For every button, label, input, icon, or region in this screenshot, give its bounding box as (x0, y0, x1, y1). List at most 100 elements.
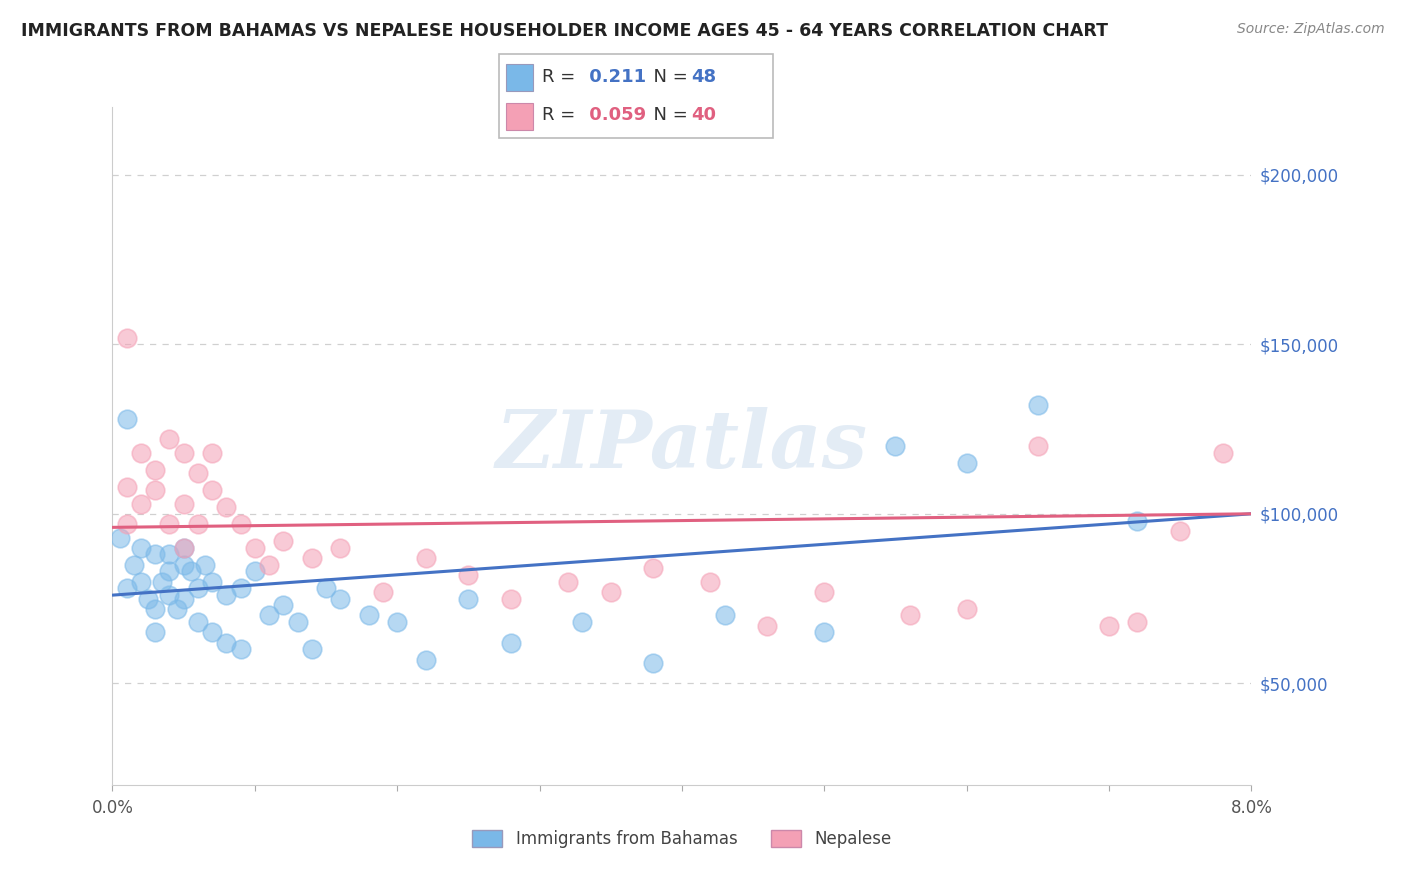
Point (1126, 615, 1149, 630)
Point (643, 561, 665, 575)
FancyBboxPatch shape (506, 63, 533, 91)
Point (329, 541, 352, 555)
Point (187, 466, 209, 480)
Legend: Immigrants from Bahamas, Nepalese: Immigrants from Bahamas, Nepalese (465, 823, 898, 855)
Point (115, 412, 138, 426)
Point (129, 541, 152, 555)
Point (884, 439, 907, 453)
Point (501, 591, 523, 606)
Text: R =: R = (541, 69, 581, 87)
Point (187, 582, 209, 596)
Point (599, 584, 621, 599)
Point (129, 497, 152, 511)
Point (571, 615, 593, 630)
Point (187, 615, 209, 630)
Point (115, 516, 138, 531)
Point (315, 582, 337, 596)
Point (136, 591, 159, 606)
Point (194, 558, 217, 572)
Point (898, 608, 921, 623)
Point (115, 582, 138, 596)
Text: R =: R = (541, 106, 581, 124)
Point (643, 656, 665, 670)
Point (1212, 446, 1234, 460)
Point (956, 456, 979, 470)
Point (301, 642, 323, 657)
Point (143, 463, 166, 477)
Point (159, 588, 180, 602)
Point (143, 601, 166, 615)
Point (229, 582, 252, 596)
Point (173, 497, 195, 511)
Text: N =: N = (641, 69, 693, 87)
Point (457, 591, 479, 606)
Point (243, 565, 266, 579)
Text: 0.059: 0.059 (582, 106, 645, 124)
Point (229, 516, 252, 531)
Point (115, 330, 138, 344)
Point (457, 567, 479, 582)
Point (501, 635, 523, 649)
Point (201, 625, 224, 640)
Point (243, 541, 266, 555)
Text: ZIPatlas: ZIPatlas (496, 408, 868, 484)
Text: IMMIGRANTS FROM BAHAMAS VS NEPALESE HOUSEHOLDER INCOME AGES 45 - 64 YEARS CORREL: IMMIGRANTS FROM BAHAMAS VS NEPALESE HOUS… (21, 22, 1108, 40)
Point (271, 533, 295, 548)
Point (287, 615, 309, 630)
Point (173, 558, 195, 572)
Point (159, 548, 180, 562)
Point (129, 446, 152, 460)
Point (166, 601, 188, 615)
Text: N =: N = (641, 106, 693, 124)
Point (143, 625, 166, 640)
Point (1098, 618, 1121, 632)
Point (557, 574, 579, 589)
Point (229, 642, 252, 657)
Text: 48: 48 (692, 69, 716, 87)
Point (215, 635, 238, 649)
Point (257, 608, 280, 623)
Point (813, 584, 835, 599)
Point (173, 541, 195, 555)
Point (699, 574, 721, 589)
Point (371, 584, 394, 599)
Point (187, 516, 209, 531)
Point (122, 558, 145, 572)
Point (108, 531, 131, 545)
Point (201, 446, 224, 460)
Point (201, 483, 224, 497)
Point (143, 548, 166, 562)
Point (215, 588, 238, 602)
Point (215, 500, 238, 514)
Point (143, 483, 166, 497)
FancyBboxPatch shape (506, 103, 533, 130)
Point (385, 615, 409, 630)
Point (756, 618, 779, 632)
Point (271, 599, 295, 613)
Point (173, 446, 195, 460)
Point (115, 480, 138, 494)
Point (415, 550, 437, 565)
Point (201, 574, 224, 589)
Text: Source: ZipAtlas.com: Source: ZipAtlas.com (1237, 22, 1385, 37)
Text: 40: 40 (692, 106, 716, 124)
Point (1026, 398, 1049, 412)
Point (1026, 439, 1049, 453)
Point (173, 591, 195, 606)
Point (173, 541, 195, 555)
Point (713, 608, 735, 623)
Point (180, 565, 202, 579)
Point (813, 625, 835, 640)
Point (357, 608, 380, 623)
Text: 0.211: 0.211 (582, 69, 645, 87)
Point (1168, 524, 1191, 538)
Point (329, 591, 352, 606)
Point (159, 565, 180, 579)
Point (1126, 514, 1149, 528)
Point (956, 601, 979, 615)
FancyBboxPatch shape (499, 54, 773, 138)
Point (159, 432, 180, 446)
Point (301, 550, 323, 565)
Point (129, 574, 152, 589)
Point (159, 516, 180, 531)
